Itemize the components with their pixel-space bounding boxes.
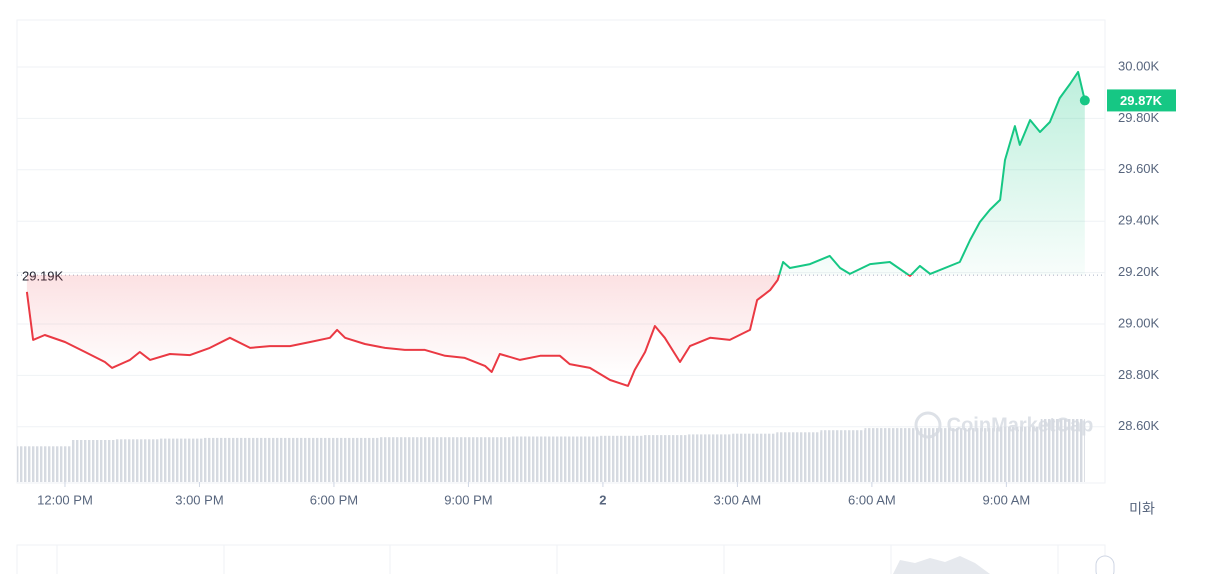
x-tick-label: 12:00 PM: [37, 492, 93, 507]
volume-bar: [599, 435, 645, 482]
price-area: [26, 71, 1085, 386]
volume-bar: [17, 446, 71, 482]
volume-bar: [1040, 419, 1085, 482]
volume-bar: [115, 439, 160, 482]
volume-bar: [467, 437, 512, 482]
volume-bar: [776, 432, 821, 482]
volume-bar: [511, 436, 556, 482]
volume-bar: [555, 436, 600, 482]
volume-bar: [379, 437, 424, 482]
navigator-handle[interactable]: [1095, 555, 1115, 574]
y-tick-label: 28.60K: [1118, 418, 1160, 433]
volume-bar: [159, 438, 204, 482]
plot-frame: [16, 19, 1106, 484]
y-tick-label: 29.00K: [1118, 315, 1160, 330]
x-tick-label: 6:00 PM: [310, 492, 358, 507]
x-tick-label: 3:00 AM: [714, 492, 762, 507]
volume-bar: [732, 433, 777, 482]
y-tick-label: 29.60K: [1118, 161, 1160, 176]
price-line: [25, 70, 1086, 387]
volume-bar: [952, 428, 997, 482]
y-tick-label: 29.20K: [1118, 264, 1160, 279]
x-tick-label: 6:00 AM: [848, 492, 896, 507]
x-tick-label: 9:00 AM: [983, 492, 1031, 507]
y-tick-label: 29.80K: [1118, 110, 1160, 125]
y-tick-label: 30.00K: [1118, 58, 1160, 73]
volume-bar: [644, 435, 689, 482]
current-price-tag: [1107, 89, 1176, 112]
navigator: [16, 544, 1115, 574]
volume-bar: [820, 430, 865, 482]
volume-bar: [291, 437, 336, 482]
volume-bar: [996, 426, 1041, 482]
x-tick-label: 2: [599, 492, 606, 507]
x-tick-label: 9:00 PM: [444, 492, 492, 507]
volume-bar: [864, 428, 909, 482]
x-tick-label: 3:00 PM: [175, 492, 223, 507]
volume-bar: [70, 440, 116, 482]
volume-bar: [423, 437, 468, 482]
volume-bar: [247, 437, 292, 482]
currency-label: 미화: [1129, 501, 1155, 517]
volume-bar: [688, 434, 733, 482]
volume-bar: [908, 428, 953, 482]
current-price-label: 29.87K: [1120, 93, 1163, 108]
current-point: [1079, 95, 1090, 106]
y-tick-label: 29.40K: [1118, 213, 1160, 228]
y-tick-label: 28.80K: [1118, 367, 1160, 382]
volume-bar: [335, 437, 380, 482]
volume-bar: [203, 437, 248, 482]
navigator-preview: [893, 556, 990, 574]
